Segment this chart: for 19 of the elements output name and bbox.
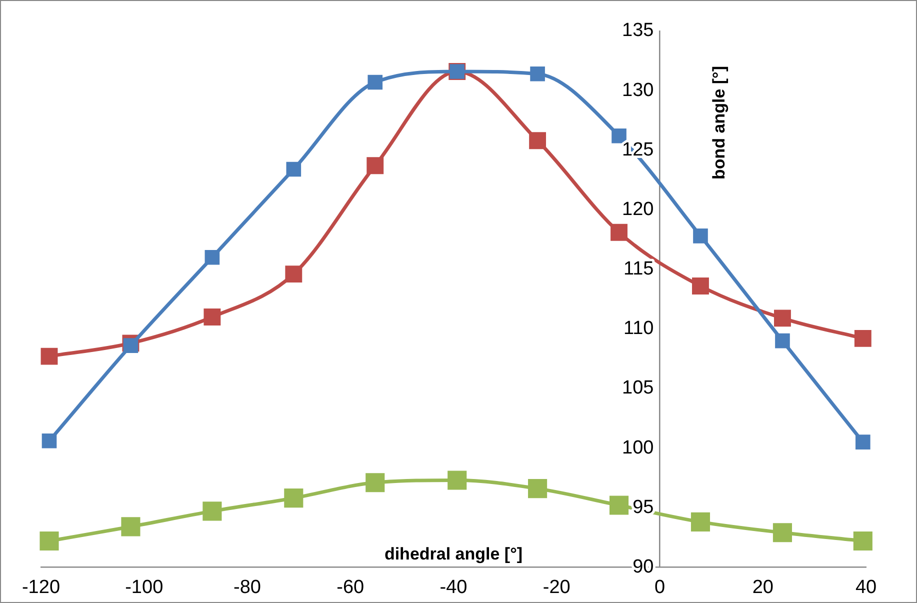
x-axis-title: dihedral angle [°]	[384, 544, 523, 564]
x-tick-label: -100	[125, 576, 164, 598]
x-tick-label: 20	[752, 576, 774, 598]
x-tick-label: -60	[336, 576, 364, 598]
y-tick-label: 120	[622, 198, 654, 220]
x-tick-label: -40	[440, 576, 468, 598]
x-tick-label: -20	[542, 576, 570, 598]
y-tick-label: 130	[622, 80, 654, 101]
y-tick-label: 105	[622, 378, 654, 399]
y-tick-label: 110	[623, 318, 654, 340]
x-tick-label: 0	[654, 576, 666, 598]
y-tick-label: 115	[623, 258, 654, 280]
x-tick-label: 40	[855, 576, 877, 598]
x-tick-label: -80	[234, 576, 261, 598]
y-tick-label: 100	[622, 437, 654, 458]
y-tick-label: 135	[622, 20, 654, 42]
x-tick-label: -120	[22, 576, 60, 598]
y-axis-title: bond angle [°]	[709, 66, 728, 180]
y-tick-label: 90	[632, 556, 654, 578]
